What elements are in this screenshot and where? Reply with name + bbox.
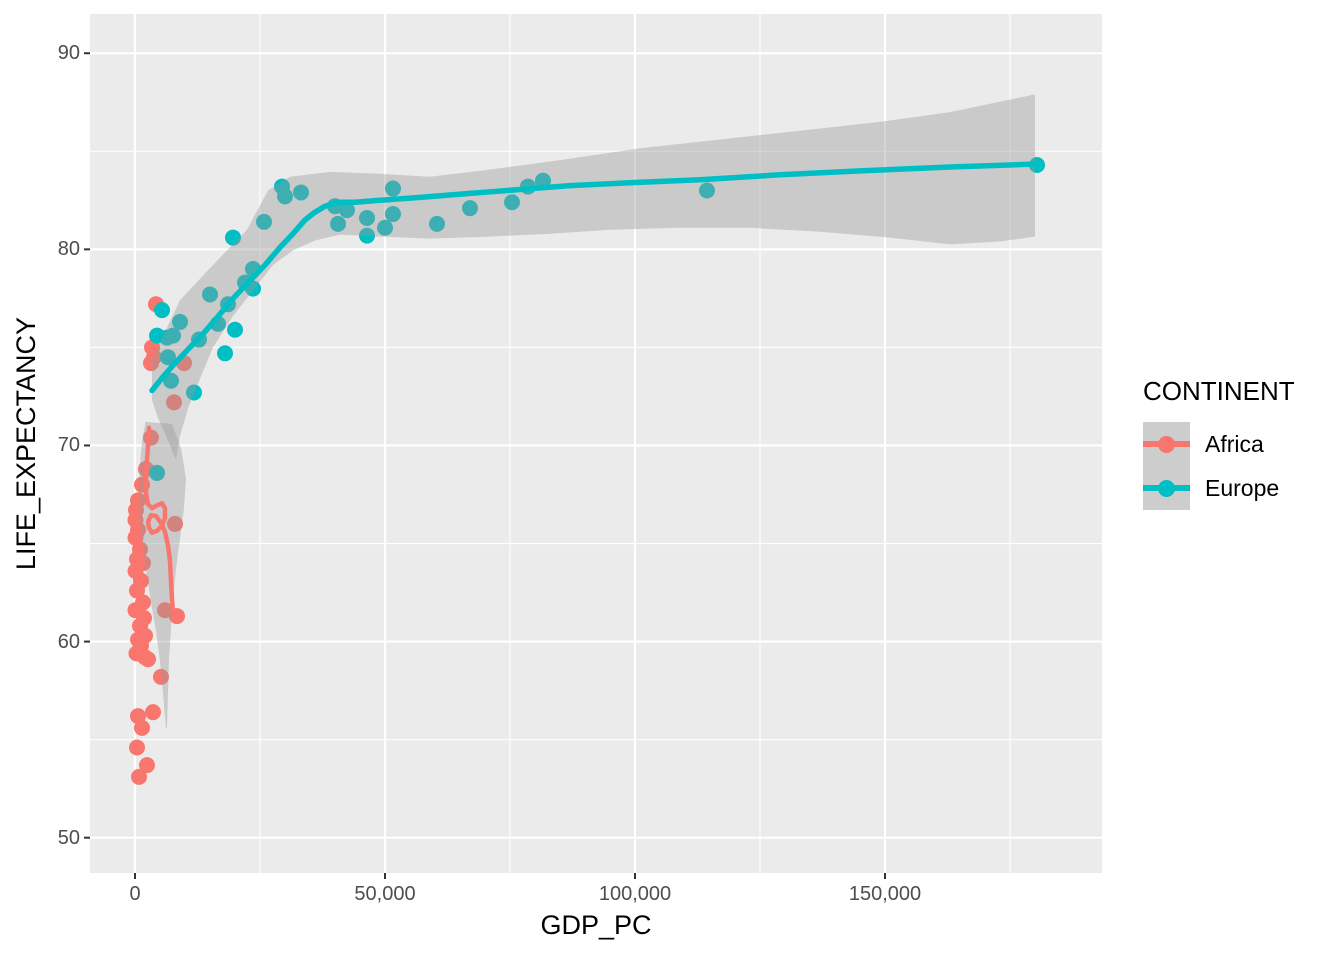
data-point-europe [359, 227, 375, 244]
data-point-europe [172, 313, 188, 330]
y-tick-label: 90 [57, 42, 80, 65]
y-tick-label: 60 [57, 630, 80, 653]
data-point-europe [385, 206, 401, 223]
y-axis-title-wrap: LIFE_EXPECTANCY [4, 14, 48, 873]
data-point-europe [217, 345, 233, 362]
x-tick-label: 150,000 [848, 883, 922, 905]
data-point-africa [157, 602, 173, 619]
legend-key-dot [1158, 435, 1175, 453]
data-point-africa [153, 668, 169, 685]
legend-label: Africa [1205, 430, 1264, 457]
legend-key-swatch [1143, 422, 1190, 466]
y-tick-label: 80 [57, 238, 80, 261]
data-point-africa [145, 704, 161, 721]
legend-label: Europe [1205, 474, 1280, 501]
data-point-europe [186, 384, 202, 401]
x-tick-label: 100,000 [598, 883, 672, 905]
data-point-europe [377, 219, 393, 236]
data-point-africa [167, 515, 183, 532]
data-point-europe [359, 209, 375, 226]
data-point-africa [166, 394, 182, 411]
x-axis-title: GDP_PC [540, 910, 652, 940]
data-point-europe [330, 215, 346, 232]
data-point-europe [202, 286, 218, 303]
data-point-europe [339, 202, 355, 219]
panel-background [90, 14, 1102, 873]
y-tick-label: 50 [57, 826, 80, 849]
legend-entry-africa: Africa [1143, 422, 1295, 466]
data-point-africa [129, 582, 145, 599]
data-point-europe [462, 200, 478, 217]
data-point-africa [143, 355, 159, 372]
data-point-europe [163, 372, 179, 389]
data-point-africa [134, 719, 150, 736]
data-point-europe [225, 229, 241, 246]
legend-key-swatch [1143, 466, 1190, 510]
smooth-line-africa [143, 425, 176, 617]
legend-key-dot [1158, 479, 1175, 497]
x-tick-label: 0 [129, 883, 141, 905]
data-point-europe [165, 327, 181, 344]
data-point-europe [429, 215, 445, 232]
x-tick-label: 50,000 [354, 883, 416, 905]
data-point-africa [139, 757, 155, 774]
smooth-line-europe [149, 161, 1040, 394]
data-point-europe [154, 302, 170, 319]
y-tick-label: 70 [57, 434, 80, 457]
data-point-europe [293, 184, 309, 201]
data-point-europe [160, 349, 176, 366]
confidence-ribbon-africa [139, 421, 186, 730]
confidence-ribbon-europe [152, 94, 1035, 460]
data-point-europe [385, 180, 401, 197]
data-point-africa [129, 739, 145, 756]
data-point-europe [227, 321, 243, 338]
data-point-europe [504, 194, 520, 211]
legend-entry-europe: Europe [1143, 466, 1295, 510]
data-point-europe [699, 182, 715, 199]
data-point-europe [277, 188, 293, 205]
legend-title: CONTINENT [1143, 376, 1295, 406]
data-point-europe [256, 213, 272, 230]
data-point-europe [149, 464, 165, 481]
data-point-africa [140, 651, 156, 668]
legend: CONTINENT Africa Europe [1143, 376, 1295, 510]
y-axis-title: LIFE_EXPECTANCY [10, 316, 41, 571]
legend-keys: Africa Europe [1143, 422, 1295, 510]
data-point-africa [131, 768, 147, 785]
